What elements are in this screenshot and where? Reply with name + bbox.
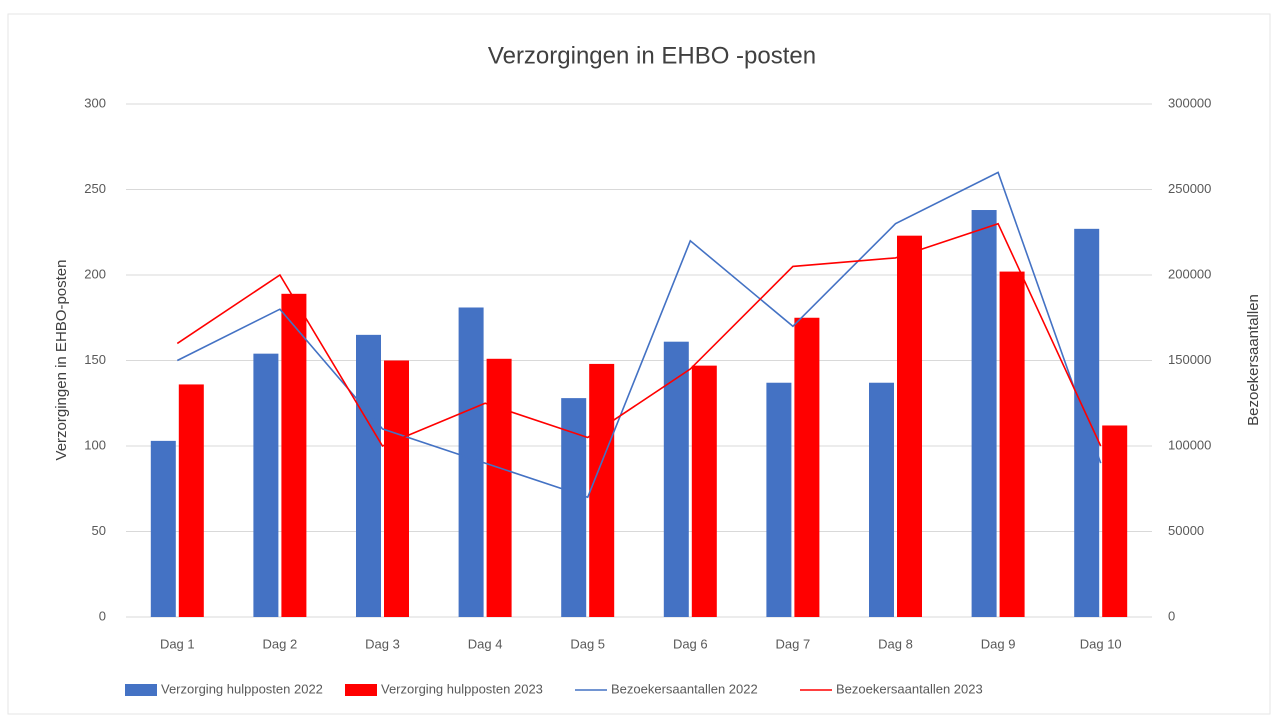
bar <box>458 307 484 617</box>
x-tick-label: Dag 4 <box>468 636 503 651</box>
bar <box>589 363 615 617</box>
legend-swatch <box>125 684 157 696</box>
y2-tick-label: 100000 <box>1168 437 1211 452</box>
bar <box>178 384 204 617</box>
y2-tick-label: 0 <box>1168 608 1175 623</box>
bar <box>281 293 307 617</box>
bar <box>561 398 587 617</box>
x-tick-label: Dag 9 <box>981 636 1016 651</box>
line <box>176 171 1102 499</box>
y2-axis-title: Bezoekersaantallen <box>1245 294 1262 426</box>
bar <box>971 210 997 617</box>
x-tick-label: Dag 8 <box>878 636 913 651</box>
x-tick-label: Dag 2 <box>263 636 298 651</box>
bar <box>150 440 176 617</box>
legend-swatch <box>345 684 377 696</box>
chart-title: Verzorgingen in EHBO -posten <box>488 42 816 69</box>
legend-label: Bezoekersaantallen 2022 <box>611 681 758 696</box>
y-tick-label: 0 <box>99 608 106 623</box>
bar <box>663 341 689 617</box>
legend-label: Verzorging hulpposten 2022 <box>161 681 323 696</box>
y2-tick-label: 200000 <box>1168 266 1211 281</box>
bar <box>794 317 820 617</box>
y-tick-label: 250 <box>84 181 106 196</box>
bar <box>253 353 279 617</box>
bar <box>691 365 717 617</box>
y-tick-label: 200 <box>84 266 106 281</box>
line <box>176 222 1102 448</box>
x-tick-label: Dag 5 <box>570 636 605 651</box>
bar <box>486 358 512 617</box>
x-tick-label: Dag 10 <box>1080 636 1122 651</box>
y-tick-label: 50 <box>92 523 106 538</box>
y2-tick-label: 250000 <box>1168 181 1211 196</box>
bar <box>384 360 409 617</box>
legend-label: Verzorging hulpposten 2023 <box>381 681 543 696</box>
y2-tick-label: 150000 <box>1168 352 1211 367</box>
x-tick-label: Dag 7 <box>776 636 811 651</box>
bar <box>356 334 381 617</box>
legend-label: Bezoekersaantallen 2023 <box>836 681 983 696</box>
x-tick-label: Dag 1 <box>160 636 195 651</box>
y2-tick-label: 300000 <box>1168 95 1211 110</box>
bar <box>766 382 792 617</box>
x-tick-label: Dag 3 <box>365 636 400 651</box>
bar <box>897 235 922 618</box>
y-tick-label: 100 <box>84 437 106 452</box>
y-tick-label: 150 <box>84 352 106 367</box>
x-tick-label: Dag 6 <box>673 636 708 651</box>
y-axis-title: Verzorgingen in EHBO-posten <box>53 260 70 461</box>
bar <box>869 382 894 617</box>
chart-frame <box>7 13 1271 715</box>
bar <box>999 271 1025 617</box>
bar <box>1102 425 1128 617</box>
y2-tick-label: 50000 <box>1168 523 1204 538</box>
y-tick-label: 300 <box>84 95 106 110</box>
